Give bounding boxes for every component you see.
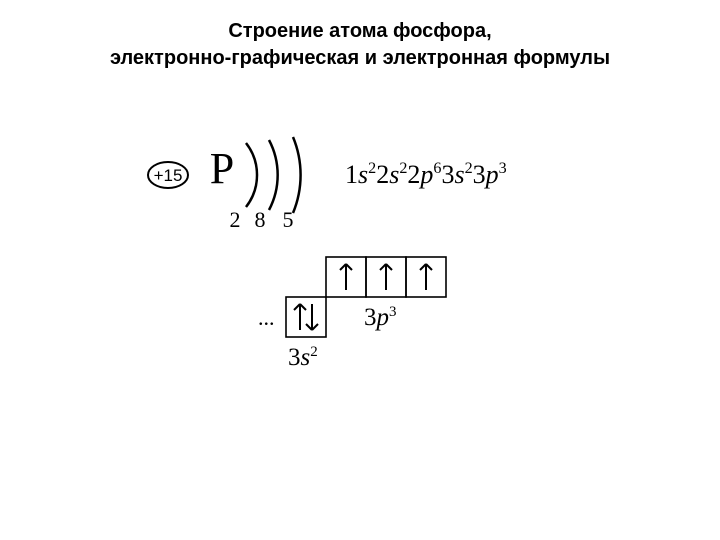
shell-count-1: 2 xyxy=(230,207,241,232)
shell-count-2: 8 xyxy=(255,207,266,232)
title-line-1: Строение атома фосфора, xyxy=(0,18,720,45)
label-3s2: 3s2 xyxy=(288,344,318,371)
element-symbol: P xyxy=(210,144,234,193)
label-3p3: 3p3 xyxy=(364,304,397,331)
atom-diagram: +15 P 285 1s22s22p63s23p3... 3p3 3s2 xyxy=(130,127,590,387)
diagram-container: +15 P 285 1s22s22p63s23p3... 3p3 3s2 xyxy=(0,127,720,387)
shell-arc-2 xyxy=(269,140,278,210)
shell-arc-1 xyxy=(246,143,257,207)
electron-configuration: 1s22s22p63s23p3 xyxy=(345,160,507,189)
orbital-3s-box-1 xyxy=(286,297,326,337)
page-title: Строение атома фосфора, электронно-графи… xyxy=(0,0,720,72)
title-line-2: электронно-графическая и электронная фор… xyxy=(0,45,720,72)
shell-arc-3 xyxy=(293,137,301,213)
shell-count-3: 5 xyxy=(283,207,294,232)
nucleus-charge-label: +15 xyxy=(154,166,183,185)
orbital-ellipsis: ... xyxy=(258,305,275,330)
